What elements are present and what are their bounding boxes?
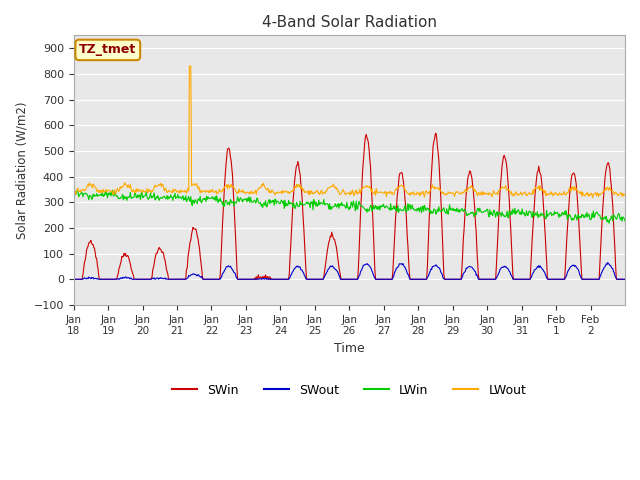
SWin (406, 276, 414, 282)
LWout (264, 186, 271, 192)
LWout (237, 189, 244, 194)
LWin (237, 195, 244, 201)
SWout (70, 276, 77, 282)
X-axis label: Time: Time (334, 342, 365, 355)
SWout (621, 276, 629, 282)
LWin (438, 207, 445, 213)
SWout (263, 276, 271, 281)
LWout (186, 63, 193, 69)
LWin (70, 192, 77, 197)
Line: LWout: LWout (74, 66, 625, 198)
SWin (236, 276, 244, 282)
SWin (621, 276, 629, 282)
SWout (236, 276, 244, 282)
Y-axis label: Solar Radiation (W/m2): Solar Radiation (W/m2) (15, 101, 28, 239)
LWin (285, 197, 292, 203)
LWin (605, 220, 613, 226)
LWout (407, 190, 415, 196)
LWin (621, 218, 629, 224)
SWin (70, 276, 77, 282)
LWout (70, 187, 77, 193)
SWout (604, 260, 612, 265)
SWin (432, 131, 440, 136)
SWout (134, 276, 142, 282)
Title: 4-Band Solar Radiation: 4-Band Solar Radiation (262, 15, 437, 30)
LWin (264, 200, 271, 206)
LWout (589, 195, 596, 201)
LWin (407, 206, 415, 212)
LWin (70, 187, 78, 192)
SWin (134, 276, 142, 282)
LWout (621, 192, 629, 197)
SWin (284, 276, 292, 282)
LWout (438, 190, 445, 195)
SWin (263, 275, 271, 281)
SWout (284, 276, 292, 282)
Text: TZ_tmet: TZ_tmet (79, 43, 136, 57)
Legend: SWin, SWout, LWin, LWout: SWin, SWout, LWin, LWout (168, 379, 531, 402)
SWout (406, 276, 414, 282)
LWout (285, 189, 292, 194)
SWin (438, 217, 445, 223)
Line: SWout: SWout (74, 263, 625, 279)
LWin (135, 192, 143, 198)
Line: LWin: LWin (74, 190, 625, 223)
SWout (437, 270, 445, 276)
LWout (134, 189, 142, 194)
Line: SWin: SWin (74, 133, 625, 279)
